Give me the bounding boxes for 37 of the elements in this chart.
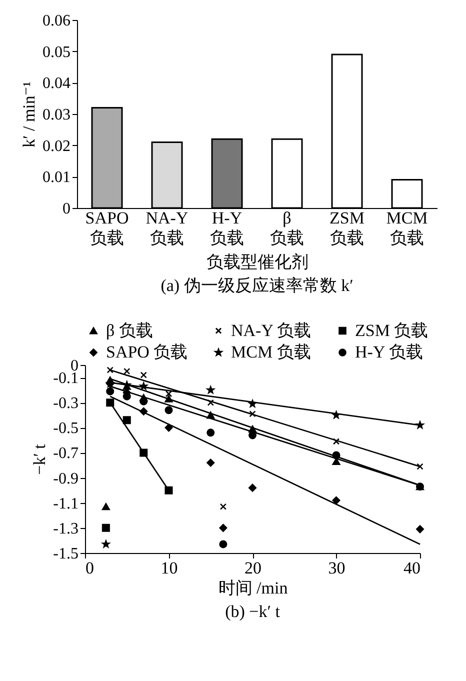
x-tick-label: ZSM 负载: [330, 208, 364, 248]
x-tick-label: 40: [404, 558, 420, 578]
y-tick-label: -1.3: [53, 520, 78, 538]
x-tick-label: H-Y 负载: [210, 208, 244, 248]
x-tick-label: 0: [86, 558, 94, 578]
y-axis-title: k′ / min⁻¹: [20, 82, 38, 148]
x-tick-label: 20: [244, 558, 262, 578]
legend-label: NA-Y 负载: [231, 320, 312, 340]
x-axis-title: 时间 /min: [218, 578, 288, 598]
x-tick-label: 10: [160, 558, 178, 578]
y-tick-label: 0.04: [42, 75, 70, 92]
y-tick-label: 0.02: [42, 138, 70, 155]
y-tick-label: -1.1: [53, 495, 78, 512]
legend-label: MCM 负载: [231, 342, 311, 362]
x-tick-label: MCM 负载: [386, 208, 428, 248]
x-tick-label: NA-Y 负载: [146, 208, 188, 248]
y-tick-label: -0.5: [53, 420, 78, 438]
y-tick-label: -1.5: [53, 546, 78, 562]
y-tick-label: 0.05: [42, 44, 70, 61]
y-axis-title: −k′ t: [30, 444, 50, 475]
legend-label: β 负载: [106, 320, 153, 340]
y-tick-label: -0.1: [53, 370, 78, 388]
x-tick-label: β 负载: [270, 208, 304, 248]
x-tick-label: 30: [328, 558, 346, 578]
x-tick-label: SAPO 负载: [85, 208, 129, 248]
y-tick-label: 0.03: [42, 106, 70, 124]
legend-label: ZSM 负载: [355, 320, 428, 340]
legend-label: H-Y 负载: [355, 342, 423, 362]
legend-label: SAPO 负载: [106, 342, 188, 362]
y-tick-label: -0.7: [53, 445, 78, 462]
y-tick-label: -0.3: [53, 395, 78, 412]
text: (a) 伪一级反应速率常数 k′: [160, 276, 354, 295]
y-tick-label: 0.06: [42, 12, 70, 30]
y-tick-label: -0.9: [53, 470, 78, 488]
y-tick-label: 0.01: [42, 169, 70, 186]
text: (b) −k′ t: [225, 602, 280, 621]
x-axis-title: 负载型催化剂: [206, 252, 308, 272]
